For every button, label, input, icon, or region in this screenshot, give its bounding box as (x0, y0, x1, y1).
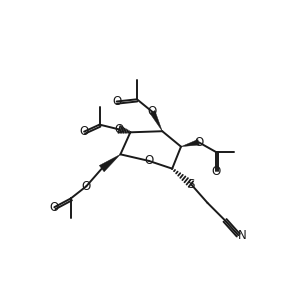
Polygon shape (99, 154, 120, 172)
Text: O: O (115, 123, 124, 136)
Polygon shape (150, 110, 162, 131)
Text: O: O (112, 95, 121, 108)
Text: O: O (212, 165, 221, 178)
Text: N: N (238, 229, 247, 242)
Text: O: O (194, 136, 203, 149)
Text: O: O (82, 180, 91, 193)
Text: O: O (148, 105, 157, 118)
Polygon shape (181, 140, 199, 147)
Text: O: O (79, 125, 89, 138)
Text: O: O (144, 154, 154, 167)
Text: S: S (187, 178, 195, 190)
Text: O: O (50, 201, 59, 214)
